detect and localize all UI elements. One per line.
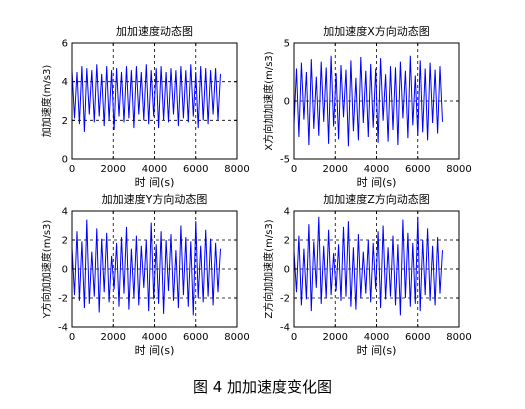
x-tick-label: 6000 [405,332,430,343]
x-tick-label: 0 [291,332,297,343]
x-axis-label: 时 间(s) [135,176,175,189]
y-tick-label: 0 [284,265,290,276]
x-tick-label: 8000 [446,332,471,343]
y-tick-label: 2 [62,116,68,127]
x-tick-label: 8000 [446,164,471,175]
y-axis-label: Z方向加加速度(m/s3) [262,219,275,318]
y-tick-label: 2 [284,236,290,247]
x-tick-label: 4000 [142,164,167,175]
x-tick-label: 0 [69,332,75,343]
x-tick-label: 0 [291,164,297,175]
x-tick-label: 8000 [224,164,249,175]
figure-caption: 图 4 加加速度变化图 [192,378,333,396]
y-tick-label: 0 [62,265,68,276]
x-axis-label: 时 间(s) [357,344,397,357]
x-axis-label: 时 间(s) [135,344,175,357]
y-tick-label: -4 [58,323,68,334]
x-tick-label: 2000 [323,332,348,343]
x-tick-label: 4000 [364,164,389,175]
chart-title: 加加速度X方向动态图 [323,24,430,38]
y-axis-label: Y方向加加速度(m/s3) [40,220,53,320]
x-tick-label: 2000 [101,332,126,343]
x-tick-label: 2000 [101,164,126,175]
chart-title: 加加速度动态图 [116,24,193,38]
y-axis-label: 加加速度(m/s3) [40,65,53,138]
x-tick-label: 8000 [224,332,249,343]
x-tick-label: 6000 [405,164,430,175]
x-tick-label: 4000 [142,332,167,343]
series-line [71,64,221,132]
series-line [293,55,443,147]
x-tick-label: 6000 [183,164,208,175]
y-tick-label: 4 [62,77,68,88]
y-tick-label: -5 [280,155,290,166]
y-tick-label: -4 [280,323,290,334]
y-tick-label: 6 [62,39,68,50]
x-tick-label: 2000 [323,164,348,175]
series-line [293,216,443,316]
y-tick-label: 2 [62,236,68,247]
x-tick-label: 6000 [183,332,208,343]
y-axis-label: X方向加加速度(m/s3) [262,51,275,150]
y-tick-label: -2 [58,294,68,305]
y-tick-label: 5 [284,39,290,50]
y-tick-label: -2 [280,294,290,305]
y-tick-label: 4 [284,207,290,218]
y-tick-label: 4 [62,207,68,218]
y-tick-label: 0 [62,155,68,166]
x-axis-label: 时 间(s) [357,176,397,189]
y-tick-label: 0 [284,97,290,108]
chart-title: 加加速度Z方向动态图 [323,192,430,206]
x-tick-label: 4000 [364,332,389,343]
x-tick-label: 0 [69,164,75,175]
chart-title: 加加速度Y方向动态图 [102,192,208,206]
series-line [71,219,221,316]
